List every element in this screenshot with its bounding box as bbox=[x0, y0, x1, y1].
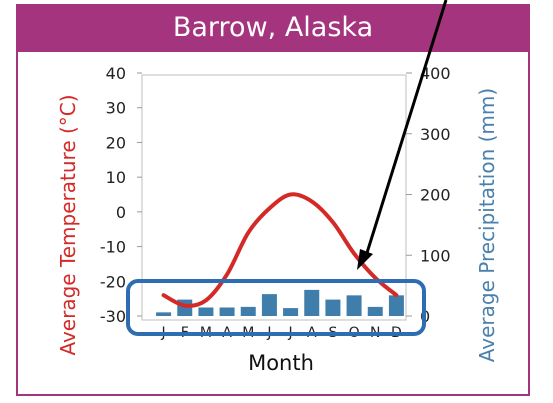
y-tick-label-left: 20 bbox=[106, 133, 126, 152]
y-axis-title-right: Average Precipitation (mm) bbox=[475, 88, 499, 362]
precipitation-bar bbox=[304, 289, 320, 316]
precipitation-bar bbox=[283, 308, 299, 316]
y-tick-label-right: 300 bbox=[420, 125, 451, 144]
highlight-box bbox=[126, 279, 426, 336]
temperature-line bbox=[161, 192, 399, 308]
precipitation-bar bbox=[346, 295, 362, 316]
precipitation-bar bbox=[325, 299, 341, 316]
y-tick-label-left: 30 bbox=[106, 99, 126, 118]
precipitation-bar bbox=[388, 295, 404, 316]
precipitation-bar bbox=[219, 307, 235, 316]
y-tick-label-left: -30 bbox=[100, 307, 126, 326]
plot-area bbox=[141, 74, 407, 321]
y-tick-label-right: 100 bbox=[420, 246, 451, 265]
precipitation-bar bbox=[198, 307, 214, 316]
precipitation-bar bbox=[240, 306, 256, 316]
precipitation-bar bbox=[156, 312, 172, 316]
precipitation-bar bbox=[261, 294, 277, 316]
x-axis-title: Month bbox=[248, 351, 314, 375]
chart-card bbox=[16, 4, 530, 396]
y-tick-label-left: 40 bbox=[106, 64, 126, 83]
title-bar bbox=[16, 4, 530, 52]
y-tick-label-left: -20 bbox=[100, 272, 126, 291]
precipitation-bar bbox=[367, 306, 383, 316]
annotation-arrow bbox=[357, 0, 448, 270]
y-tick-label-right: 200 bbox=[420, 186, 451, 205]
y-tick-label-right: 400 bbox=[420, 64, 451, 83]
y-tick-label-left: -10 bbox=[100, 238, 126, 257]
y-tick-label-left: 0 bbox=[116, 203, 126, 222]
chart-title: Barrow, Alaska bbox=[172, 12, 374, 43]
y-axis-title-left: Average Temperature (°C) bbox=[56, 94, 80, 355]
y-tick-label-left: 10 bbox=[106, 168, 126, 187]
